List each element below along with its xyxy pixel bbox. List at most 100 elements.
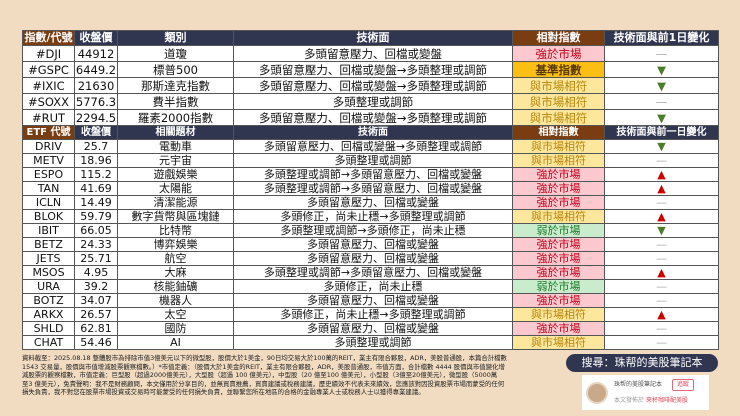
relative-index-cell: 強於市場 <box>512 181 605 196</box>
col-header-tech: 技術面 <box>233 30 513 46</box>
triangle-up-icon: ▲ <box>657 210 666 223</box>
category-cell: 費半指數 <box>117 93 234 110</box>
ticker-cell: #RUT <box>22 109 75 126</box>
technical-cell: 多頭整理或調節→多頭留意壓力、回檔或變盤 <box>233 167 513 182</box>
technical-cell: 多頭修正，尚未止穩→多頭整理或調節 <box>233 307 513 322</box>
table-row: BOTZ 34.07 機器人 多頭留意壓力、回檔或變盤 強於市場 — <box>22 293 719 308</box>
col-header-code: ETF 代號 <box>22 125 75 140</box>
relative-index-cell: 強於市場 <box>512 251 605 266</box>
footnote-line: 減股票的觀察檔數，市值定義：巨型股（超過2000億美元），大型股（超過 100 … <box>22 371 498 380</box>
triangle-down-icon: ▼ <box>657 110 666 125</box>
col-header-tech: 技術面 <box>233 125 513 140</box>
relative-index-cell: 與市場相符 <box>512 139 605 154</box>
technical-cell: 多頭留意壓力、回檔或變盤 <box>233 195 513 210</box>
table-row: METV 18.96 元宇宙 多頭整理或調節 與市場相符 — <box>22 153 719 168</box>
promo-section: 搜尋：珠帮的美股筆記本 珠帮的美股筆記本 追蹤 本文發佈於 來杯咖啡配美股 <box>566 354 718 410</box>
table-row: #IXIC 21630 那斯達克指數 多頭留意壓力、回檔或變盤→多頭整理或調節 與市場相… <box>22 77 719 94</box>
change-cell: ▲ <box>604 209 719 224</box>
category-cell: 那斯達克指數 <box>117 77 234 94</box>
ticker-cell: IBIT <box>22 223 75 238</box>
close-price-cell: 41.69 <box>74 181 118 196</box>
dash-icon: — <box>656 196 667 209</box>
ticker-cell: MSOS <box>22 265 75 280</box>
close-price-cell: 24.33 <box>74 237 118 252</box>
triangle-up-icon: ▲ <box>657 266 666 279</box>
triangle-down-icon: ▼ <box>657 62 666 77</box>
relative-index-cell: 弱於市場 <box>512 279 605 294</box>
change-cell: — <box>604 321 719 336</box>
category-cell: 太空 <box>117 307 234 322</box>
change-cell: — <box>604 153 719 168</box>
category-cell: 道瓊 <box>117 45 234 62</box>
dash-icon: — <box>656 252 667 265</box>
avatar[interactable] <box>586 382 608 404</box>
change-cell: ▼ <box>604 223 719 238</box>
change-cell: — <box>604 293 719 308</box>
technical-cell: 多頭留意壓力、回檔或變盤 <box>233 237 513 252</box>
technical-cell: 多頭留意壓力、回檔或變盤 <box>233 251 513 266</box>
technical-cell: 多頭整理或調節 <box>233 335 513 350</box>
close-price-cell: 59.79 <box>74 209 118 224</box>
table-row: #DJI 44912 道瓊 多頭留意壓力、回檔或變盤 強於市場 — <box>22 45 719 62</box>
relative-index-cell: 強於市場 <box>512 167 605 182</box>
change-cell: — <box>604 93 719 110</box>
close-price-cell: 44912 <box>74 45 118 62</box>
category-cell: 博弈娛樂 <box>117 237 234 252</box>
ticker-cell: #SOXX <box>22 93 75 110</box>
dash-icon: — <box>656 238 667 251</box>
table-row: URA 39.2 核能鈾礦 多頭修正，尚未止穩 弱於市場 — <box>22 279 719 294</box>
triangle-down-icon: ▼ <box>657 78 666 93</box>
relative-index-cell: 強於市場 <box>512 321 605 336</box>
technical-cell: 多頭留意壓力、回檔或變盤 <box>233 45 513 62</box>
triangle-down-icon: ▼ <box>657 140 666 153</box>
category-cell: 太陽能 <box>117 181 234 196</box>
category-cell: 國防 <box>117 321 234 336</box>
relative-index-cell: 弱於市場 <box>512 223 605 238</box>
relative-index-cell: 與市場相符 <box>512 77 605 94</box>
col-header-code: 指數/代號 <box>22 30 75 46</box>
category-cell: 機器人 <box>117 293 234 308</box>
publication-link[interactable]: 來杯咖啡配美股 <box>645 397 688 404</box>
close-price-cell: 115.2 <box>74 167 118 182</box>
category-cell: 電動車 <box>117 139 234 154</box>
change-cell: ▲ <box>604 181 719 196</box>
category-cell: 核能鈾礦 <box>117 279 234 294</box>
technical-cell: 多頭留意壓力、回檔或變盤 <box>233 321 513 336</box>
category-cell: 航空 <box>117 251 234 266</box>
published-prefix: 本文發佈於 <box>614 397 645 404</box>
relative-index-cell: 與市場相符 <box>512 209 605 224</box>
relative-index-cell: 基準指數 <box>512 61 605 78</box>
relative-index-cell: 強於市場 <box>512 293 605 308</box>
ticker-cell: DRIV <box>22 139 75 154</box>
category-cell: 羅素2000指數 <box>117 109 234 126</box>
category-cell: 比特幣 <box>117 223 234 238</box>
ticker-cell: #IXIC <box>22 77 75 94</box>
technical-cell: 多頭留意壓力、回檔或變盤→多頭整理或調節 <box>233 61 513 78</box>
dash-icon: — <box>655 94 668 109</box>
change-cell: ▼ <box>604 139 719 154</box>
ticker-cell: SHLD <box>22 321 75 336</box>
author-name[interactable]: 珠帮的美股筆記本 <box>614 381 663 388</box>
close-price-cell: 5776.3 <box>74 93 118 110</box>
col-header-relative: 相對指數 <box>512 125 605 140</box>
relative-index-cell: 強於市場 <box>512 195 605 210</box>
ticker-cell: BOTZ <box>22 293 75 308</box>
triangle-down-icon: ▼ <box>657 224 666 237</box>
triangle-up-icon: ▲ <box>657 182 666 195</box>
table-row: #RUT 2294.5 羅素2000指數 多頭留意壓力、回檔或變盤→多頭整理或調節 與市… <box>22 109 719 126</box>
category-cell: 數字貨幣與區塊鏈 <box>117 209 234 224</box>
change-cell: ▲ <box>604 265 719 280</box>
follow-button[interactable]: 追蹤 <box>672 379 695 391</box>
table-row: BLOK 59.79 數字貨幣與區塊鏈 多頭修正，尚未止穩→多頭整理或調節 與市場相符 ▲ <box>22 209 719 224</box>
technical-cell: 多頭留意壓力、回檔或變盤→多頭整理或調節 <box>233 109 513 126</box>
relative-index-cell: 與市場相符 <box>512 109 605 126</box>
relative-index-cell: 與市場相符 <box>512 335 605 350</box>
ticker-cell: #DJI <box>22 45 75 62</box>
technical-cell: 多頭留意壓力、回檔或變盤→多頭整理或調節 <box>233 139 513 154</box>
table-row: SHLD 62.81 國防 多頭留意壓力、回檔或變盤 強於市場 — <box>22 321 719 336</box>
change-cell: — <box>604 335 719 350</box>
market-table: 指數/代號 收盤價 類別 技術面 相對指數 技術面與前1日變化 #DJI 4491… <box>22 30 719 350</box>
author-card[interactable]: 珠帮的美股筆記本 追蹤 本文發佈於 來杯咖啡配美股 <box>582 375 709 410</box>
index-header-row: 指數/代號 收盤價 類別 技術面 相對指數 技術面與前1日變化 <box>22 30 719 46</box>
close-price-cell: 14.49 <box>74 195 118 210</box>
